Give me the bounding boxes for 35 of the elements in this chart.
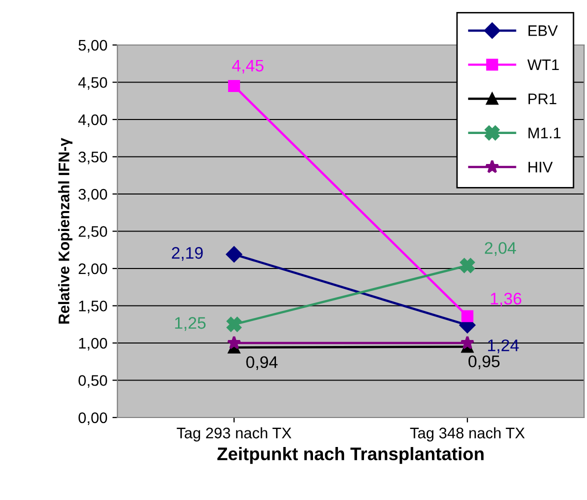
y-tick-label: 4,00: [78, 114, 108, 127]
legend-label: WT1: [527, 60, 559, 70]
legend-label: EBV: [528, 25, 558, 36]
x-tick-label: Tag 348 nach TX: [410, 427, 525, 442]
data-label: 0,94: [246, 356, 278, 370]
legend-label: HIV: [528, 162, 553, 172]
point: [461, 310, 474, 322]
y-tick-label: 1,50: [79, 300, 108, 314]
y-tick-label: 3,00: [78, 188, 108, 202]
data-label: 2,04: [484, 242, 516, 256]
point: [460, 336, 474, 350]
data-label: 1,24: [488, 339, 519, 354]
y-tick-label: 2,00: [78, 263, 108, 276]
legend-label: M1.1: [528, 128, 561, 138]
y-tick-label: 5,00: [78, 40, 108, 52]
y-tick-label: 2,50: [78, 226, 108, 239]
y-tick-label: 4,50: [78, 77, 108, 90]
point: [228, 80, 240, 92]
point: [226, 246, 242, 262]
y-tick-label: 0,00: [78, 412, 108, 425]
y-tick-label: 3,50: [78, 152, 108, 164]
point: [227, 336, 242, 350]
x-axis-title: Zeitpunkt nach Transplantation: [217, 447, 484, 464]
y-tick-label: 0,50: [78, 375, 108, 388]
data-label: 1,36: [490, 292, 522, 307]
point: [226, 317, 242, 332]
legend-label: PR1: [528, 94, 556, 104]
y-tick-label: 1,00: [79, 338, 108, 350]
data-label: 0,95: [468, 356, 500, 370]
x-tick-label: Tag 293 nach TX: [176, 427, 292, 442]
data-label: 4,45: [232, 60, 264, 74]
point: [460, 258, 475, 273]
y-axis-title: Relative Kopienzahl IFN-γ: [58, 138, 72, 324]
data-label: 2,19: [172, 247, 203, 261]
data-label: 1,25: [175, 317, 206, 331]
